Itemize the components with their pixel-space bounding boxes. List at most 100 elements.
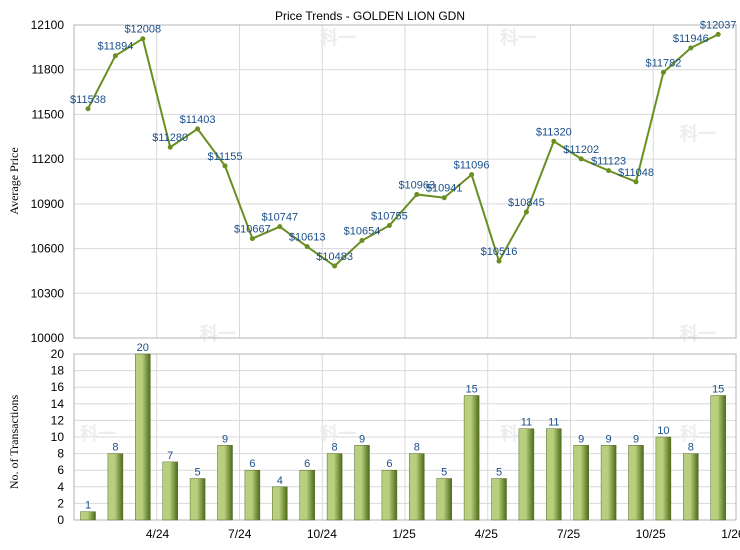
transaction-bar xyxy=(354,445,370,521)
price-point xyxy=(167,144,173,150)
transactions-y-tick-label: 14 xyxy=(51,397,65,411)
transaction-bar xyxy=(107,453,124,521)
transaction-bar xyxy=(299,469,315,521)
transactions-y-ticks: 0 2 4 6 8 10 12 14 16 18 20 xyxy=(51,347,65,527)
price-point xyxy=(414,191,420,197)
x-tick-label: 4/25 xyxy=(475,527,499,541)
price-data-label: $11782 xyxy=(645,57,681,69)
transactions-y-tick-label: 0 xyxy=(57,513,64,527)
transaction-bar xyxy=(244,469,261,521)
transaction-bar xyxy=(710,395,726,521)
price-point xyxy=(715,31,721,37)
transaction-bars xyxy=(80,353,726,521)
transactions-y-axis-title: No. of Transactions xyxy=(7,395,21,490)
price-point xyxy=(332,263,338,269)
price-point xyxy=(688,45,694,51)
transaction-bar-label: 9 xyxy=(222,433,228,445)
price-data-label: $11155 xyxy=(207,151,242,163)
transaction-bar-label: 6 xyxy=(304,458,310,470)
price-y-tick-label: 12100 xyxy=(31,18,65,32)
price-data-label: $10654 xyxy=(344,226,381,238)
price-point xyxy=(386,222,392,228)
transaction-bar-label: 8 xyxy=(688,442,694,454)
watermark-text: 科一 xyxy=(500,27,536,49)
transaction-bar xyxy=(491,478,507,521)
price-point xyxy=(606,168,612,174)
transaction-bar xyxy=(381,469,398,521)
price-point xyxy=(277,224,283,230)
price-data-label: $10963 xyxy=(398,179,435,191)
transaction-bar xyxy=(80,511,96,521)
transactions-y-tick-label: 10 xyxy=(51,430,65,444)
price-point xyxy=(469,172,475,178)
price-data-label: $11123 xyxy=(591,156,626,168)
transaction-bar-label: 5 xyxy=(496,467,502,479)
transaction-bar xyxy=(162,461,178,521)
x-tick-label: 1/26 xyxy=(721,527,740,541)
transaction-bar-label: 15 xyxy=(465,384,477,396)
transaction-bar-label: 6 xyxy=(249,458,255,470)
transactions-y-tick-label: 8 xyxy=(57,447,64,461)
transaction-bar-label: 8 xyxy=(112,442,118,454)
transaction-bar-label: 5 xyxy=(441,467,447,479)
price-data-label: $10845 xyxy=(508,197,545,209)
transactions-y-tick-label: 18 xyxy=(51,364,65,378)
watermark-text: 科一 xyxy=(320,423,356,445)
price-data-label: $11048 xyxy=(618,167,654,179)
x-tick-label: 10/24 xyxy=(307,527,337,541)
price-data-label: $10667 xyxy=(234,224,271,236)
watermark-text: 科一 xyxy=(200,323,236,345)
transaction-bar-label: 11 xyxy=(548,417,559,429)
price-point xyxy=(633,179,639,185)
price-point xyxy=(140,36,146,42)
transaction-bar-label: 9 xyxy=(578,433,584,445)
transaction-bar-label: 8 xyxy=(414,442,420,454)
price-data-label: $11096 xyxy=(454,160,490,172)
transaction-bar-label: 6 xyxy=(386,458,392,470)
price-y-tick-label: 11200 xyxy=(32,152,65,166)
transaction-bar-label: 7 xyxy=(167,450,173,462)
transaction-bar xyxy=(189,478,206,521)
transactions-y-tick-label: 20 xyxy=(51,347,65,361)
x-tick-label: 7/24 xyxy=(228,527,252,541)
price-series xyxy=(85,31,721,269)
transactions-y-tick-label: 2 xyxy=(57,496,64,510)
x-tick-label: 10/25 xyxy=(636,527,666,541)
transaction-bar xyxy=(463,395,480,521)
transaction-bar xyxy=(573,445,589,521)
price-grid xyxy=(73,24,737,339)
price-point xyxy=(304,244,310,250)
price-data-label: $10941 xyxy=(426,183,463,195)
transaction-bar-label: 9 xyxy=(606,433,612,445)
price-point xyxy=(496,258,502,264)
watermark-text: 科一 xyxy=(320,27,356,49)
transaction-bar-label: 10 xyxy=(657,425,669,437)
price-point xyxy=(85,106,91,112)
price-y-tick-label: 11500 xyxy=(32,107,65,121)
price-point xyxy=(359,238,365,244)
price-data-label: $10516 xyxy=(481,246,518,258)
price-data-label: $11946 xyxy=(673,33,709,45)
transaction-bar-label: 4 xyxy=(277,475,283,487)
price-y-tick-label: 10300 xyxy=(31,286,65,300)
price-point xyxy=(195,126,201,132)
transaction-bar xyxy=(409,453,425,521)
price-point xyxy=(249,236,255,242)
price-data-label: $10747 xyxy=(261,212,298,224)
transaction-bar-label: 9 xyxy=(633,433,639,445)
transaction-bar-label: 5 xyxy=(195,467,201,479)
transaction-bar-label: 20 xyxy=(137,342,149,354)
transaction-bar-label: 1 xyxy=(85,500,91,512)
x-tick-label: 4/24 xyxy=(146,527,170,541)
transaction-bar xyxy=(326,453,343,521)
x-tick-label: 7/25 xyxy=(557,527,581,541)
transaction-bar xyxy=(135,353,151,521)
watermark-text: 科一 xyxy=(680,323,716,345)
transactions-y-tick-label: 4 xyxy=(57,480,64,494)
transactions-watermarks: 科一 科一 科一 科一 xyxy=(80,423,716,445)
transactions-y-tick-label: 12 xyxy=(51,413,65,427)
transaction-bar xyxy=(546,428,562,521)
